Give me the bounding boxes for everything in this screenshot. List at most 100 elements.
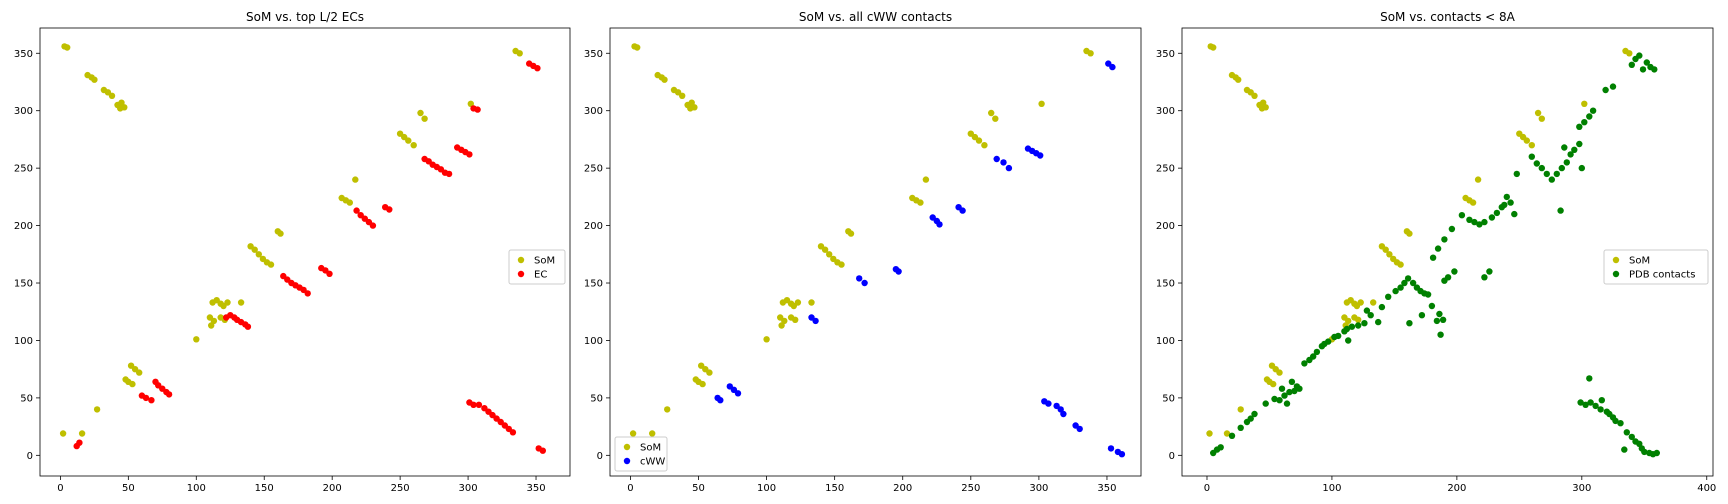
legend-box [1603,249,1709,285]
data-point [1533,160,1541,167]
data-point [1567,151,1574,158]
data-point [664,406,671,413]
data-point [1355,316,1362,323]
data-point [1543,170,1551,178]
data-point [1424,291,1432,298]
data-point [1436,310,1443,318]
data-point [1378,303,1386,311]
data-point [1348,323,1356,330]
data-point [1458,212,1466,219]
data-point [792,316,799,323]
data-point [108,92,116,100]
data-point [1433,317,1441,325]
data-point [193,336,200,343]
data-point [1281,392,1288,399]
data-point [1247,415,1254,422]
data-point [1561,144,1568,151]
data-point [1578,164,1586,172]
data-point [470,401,477,408]
data-point [224,299,231,306]
y-tick-label: 100 [584,336,603,347]
data-point [1511,210,1518,218]
data-point [1623,429,1631,436]
y-tick-label: 50 [1162,393,1175,404]
data-point [1409,279,1417,287]
data-point [255,251,262,258]
data-point [1434,245,1442,252]
y-tick-label: 200 [1156,221,1175,232]
data-point [1628,433,1636,441]
data-point [1503,193,1511,201]
data-point [1451,268,1458,275]
data-point [1237,424,1244,431]
data-point [1271,395,1278,403]
legend-marker [623,457,631,465]
data-point [734,390,742,397]
data-point [1406,320,1413,327]
plot-title: SoM vs. all cWW contacts [799,10,952,24]
x-tick-label: 300 [1572,483,1591,494]
x-tick-label: 200 [323,483,342,494]
data-point [237,299,245,306]
data-point [118,99,125,106]
data-point [1441,236,1448,243]
data-point [1109,63,1116,71]
data-point [1361,320,1368,327]
x-tick-label: 150 [825,483,844,494]
data-point [1441,277,1448,284]
data-point [369,222,377,229]
data-point [1107,445,1115,452]
data-point [1643,59,1651,66]
data-point [304,290,311,297]
data-point [1587,399,1594,406]
data-point [1276,397,1283,404]
data-point [142,394,150,402]
y-tick-label: 250 [584,164,603,175]
data-point [895,268,902,275]
data-point [466,151,473,158]
data-point [1581,100,1588,108]
data-point [410,142,417,149]
data-point [706,369,713,376]
data-point [1270,380,1277,388]
data-point [1251,92,1258,100]
data-point [539,447,546,454]
y-tick-label: 350 [14,49,33,60]
data-point [1418,312,1426,319]
data-point [1576,123,1583,130]
data-point [1251,410,1258,418]
data-point [1355,322,1362,329]
data-point [981,142,988,149]
data-point [1210,44,1217,51]
data-point [1488,214,1496,221]
data-point [1598,397,1606,404]
y-tick-label: 0 [1169,451,1175,462]
data-point [1557,207,1564,214]
data-point [165,391,173,398]
x-tick-label: 100 [187,483,206,494]
data-point [1548,176,1556,183]
x-tick-label: 300 [459,483,478,494]
data-point [1476,221,1483,228]
data-point [1428,302,1436,310]
data-point [975,137,983,144]
y-tick-label: 300 [14,106,33,117]
data-point [1217,444,1224,451]
data-point [1382,246,1389,253]
data-point [244,323,252,330]
data-point [1228,432,1236,439]
data-point [1000,159,1007,166]
data-point [1235,76,1242,83]
data-point [1621,446,1628,453]
data-point [1589,107,1597,114]
data-point [1582,401,1589,408]
data-point [346,199,353,206]
data-point [1534,109,1542,117]
data-point [1325,338,1332,345]
data-point [121,104,128,111]
data-point [634,44,641,51]
data-point [1609,83,1617,90]
data-point [661,76,668,83]
x-tick-label: 350 [526,483,545,494]
data-point [847,230,855,237]
